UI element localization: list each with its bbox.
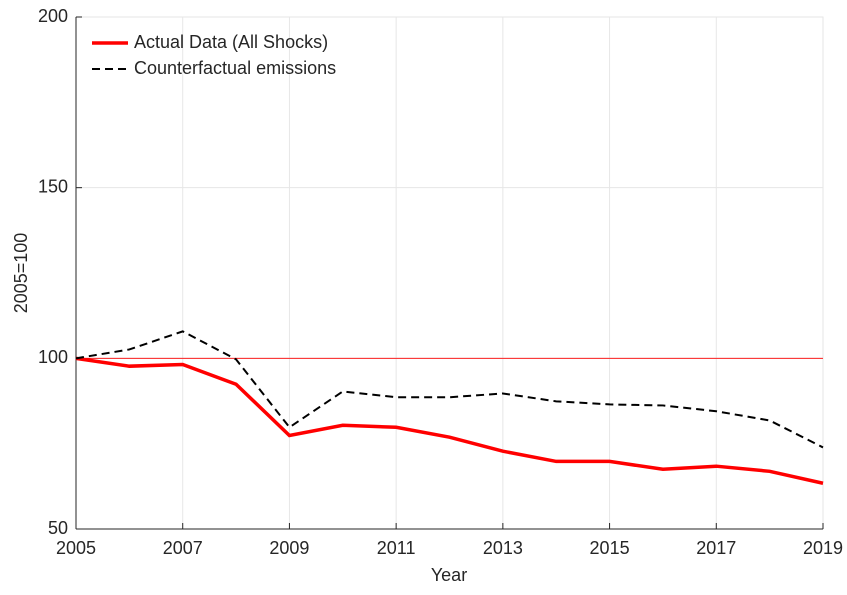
x-tick-label: 2005 <box>56 538 96 558</box>
x-tick-label: 2009 <box>269 538 309 558</box>
legend-label: Actual Data (All Shocks) <box>134 32 328 52</box>
series-line <box>75 356 824 485</box>
series-line <box>75 330 824 449</box>
plot-area <box>75 16 824 530</box>
x-tick-label: 2011 <box>377 538 416 558</box>
x-tick-label: 2019 <box>803 538 843 558</box>
y-tick-label: 100 <box>38 347 68 367</box>
x-tick-label: 2007 <box>163 538 203 558</box>
y-tick-label: 50 <box>48 518 68 538</box>
x-tick-label: 2017 <box>696 538 736 558</box>
x-tick-label: 2015 <box>590 538 630 558</box>
x-axis-label: Year <box>431 565 467 585</box>
y-axis-label: 2005=100 <box>11 233 31 314</box>
y-tick-label: 150 <box>38 176 68 196</box>
x-tick-label: 2013 <box>483 538 523 558</box>
y-tick-label: 200 <box>38 6 68 26</box>
legend-label: Counterfactual emissions <box>134 58 336 78</box>
